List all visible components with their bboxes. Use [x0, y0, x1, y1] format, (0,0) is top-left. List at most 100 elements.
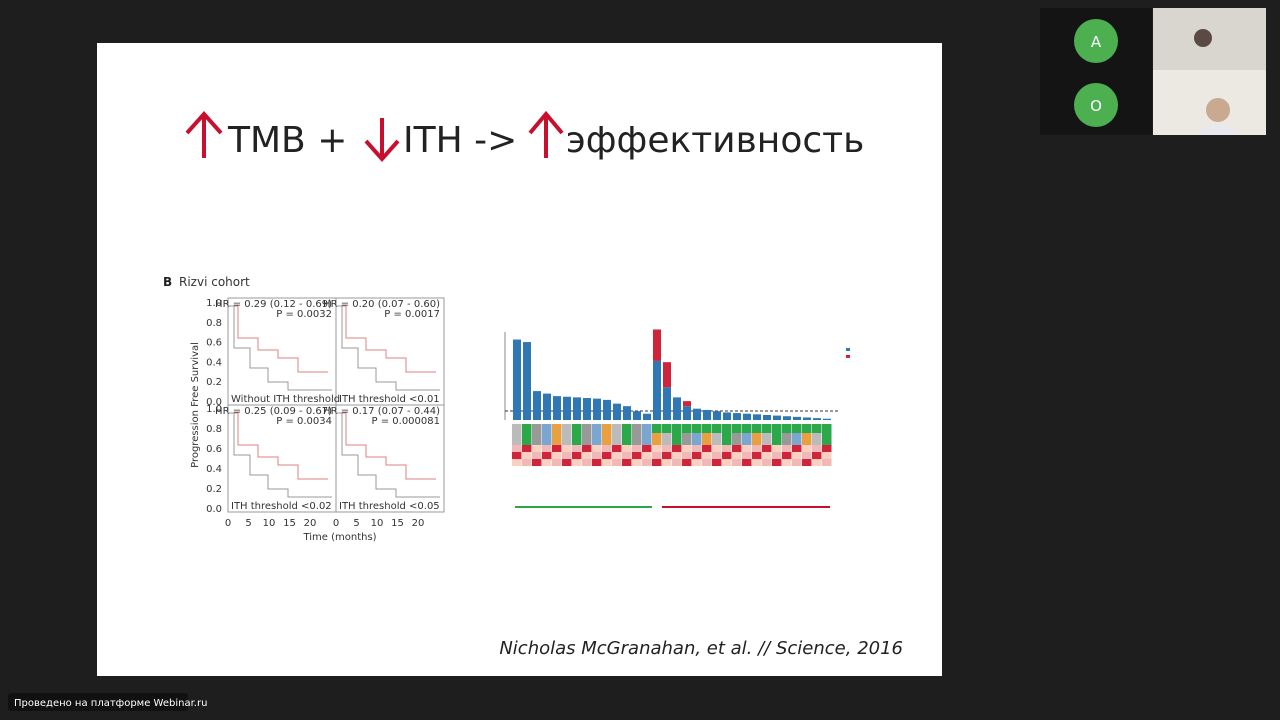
heatmap-cell: [562, 445, 572, 452]
heatmap-cell: [812, 452, 822, 459]
heatmap-cell: [802, 424, 812, 433]
heatmap-cell: [752, 459, 762, 466]
heatmap-cell: [822, 445, 832, 452]
footer-badge: [8, 693, 188, 711]
heatmap-cell: [692, 433, 702, 442]
heatmap-cell: [562, 424, 572, 433]
bar: [603, 399, 611, 420]
heatmap-cell: [592, 452, 602, 459]
heatmap-cell: [602, 433, 612, 442]
heatmap-cell: [632, 433, 642, 442]
heatmap-cell: [782, 459, 792, 466]
bar: [583, 398, 591, 420]
y-tick-label: 0.6: [206, 338, 222, 349]
video-person: [1196, 124, 1240, 135]
x-tick-label: 0: [333, 518, 339, 529]
cohort-label: Rizvi cohort: [179, 275, 250, 289]
heatmap-cell: [772, 459, 782, 466]
x-tick-label: 10: [263, 518, 276, 529]
heatmap-cell: [602, 424, 612, 433]
heatmap-cell: [612, 452, 622, 459]
heatmap-cell: [692, 424, 702, 433]
heatmap-cell: [592, 445, 602, 452]
heatmap-cell: [792, 445, 802, 452]
x-tick-label: 20: [304, 518, 317, 529]
heatmap-cell: [672, 445, 682, 452]
y-tick-label: 0.2: [206, 484, 222, 495]
bar: [513, 339, 521, 420]
hr-text: HR = 0.20 (0.07 - 0.60): [323, 299, 440, 310]
heatmap-cell: [612, 445, 622, 452]
heatmap-cell: [642, 433, 652, 442]
heatmap-cell: [642, 445, 652, 452]
heatmap-cell: [622, 452, 632, 459]
heatmap-cell: [822, 433, 832, 442]
avatar[interactable]: [1074, 83, 1118, 127]
heatmap-cell: [692, 459, 702, 466]
heatmap-cell: [512, 459, 522, 466]
bar: [663, 387, 671, 420]
bar: [733, 413, 741, 420]
p-text: P = 0.0032: [276, 309, 332, 320]
heatmap-cell: [542, 424, 552, 433]
heatmap-cell: [752, 452, 762, 459]
heatmap-cell: [722, 424, 732, 433]
heatmap-cell: [802, 445, 812, 452]
heatmap-cell: [652, 445, 662, 452]
p-text: P = 0.0017: [384, 309, 440, 320]
heatmap-cell: [732, 452, 742, 459]
heatmap-cell: [682, 445, 692, 452]
heatmap-cell: [622, 445, 632, 452]
heatmap-cell: [712, 452, 722, 459]
survival-curve: [228, 305, 332, 391]
heatmap-cell: [592, 433, 602, 442]
heatmap-cell: [572, 459, 582, 466]
heatmap-cell: [742, 452, 752, 459]
heatmap-cell: [672, 459, 682, 466]
heatmap-cell: [822, 459, 832, 466]
bar: [683, 401, 691, 407]
heatmap-cell: [632, 459, 642, 466]
citation: Nicholas McGranahan, et al. // Science, …: [499, 638, 903, 659]
heatmap-cell: [712, 433, 722, 442]
bar: [813, 418, 821, 420]
heatmap-cell: [602, 445, 612, 452]
bar: [773, 415, 781, 420]
avatar[interactable]: [1074, 19, 1118, 63]
bar: [623, 406, 631, 420]
heatmap-cell: [742, 433, 752, 442]
heatmap-cell: [632, 445, 642, 452]
heatmap-cell: [682, 459, 692, 466]
bar: [573, 397, 581, 420]
heatmap-cell: [712, 459, 722, 466]
heatmap-cell: [532, 452, 542, 459]
heatmap-cell: [532, 424, 542, 433]
heatmap-cell: [742, 445, 752, 452]
threshold-text: ITH threshold <0.02: [231, 501, 332, 512]
heatmap-cell: [822, 452, 832, 459]
bar: [763, 414, 771, 420]
heatmap-cell: [662, 433, 672, 442]
avatar-initial: О: [1090, 97, 1102, 115]
bar: [713, 411, 721, 420]
heatmap-cell: [572, 433, 582, 442]
heatmap-cell: [552, 424, 562, 433]
heatmap-cell: [512, 445, 522, 452]
y-tick-label: 0.0: [206, 504, 222, 515]
y-tick-label: 0.8: [206, 424, 222, 435]
heatmap-cell: [662, 459, 672, 466]
heatmap-cell: [542, 433, 552, 442]
heatmap-cell: [532, 445, 542, 452]
km-plots: Progression Free Survival Time (months) …: [190, 297, 445, 543]
heatmap-cell: [782, 424, 792, 433]
hr-text: HR = 0.17 (0.07 - 0.44): [323, 406, 440, 417]
heatmap-cell: [732, 445, 742, 452]
heatmap-cell: [812, 445, 822, 452]
heatmap-cell: [792, 452, 802, 459]
heatmap-cell: [612, 433, 622, 442]
heatmap-cell: [612, 424, 622, 433]
heatmap-cell: [552, 459, 562, 466]
heatmap-cell: [762, 445, 772, 452]
heatmap-cell: [762, 424, 772, 433]
